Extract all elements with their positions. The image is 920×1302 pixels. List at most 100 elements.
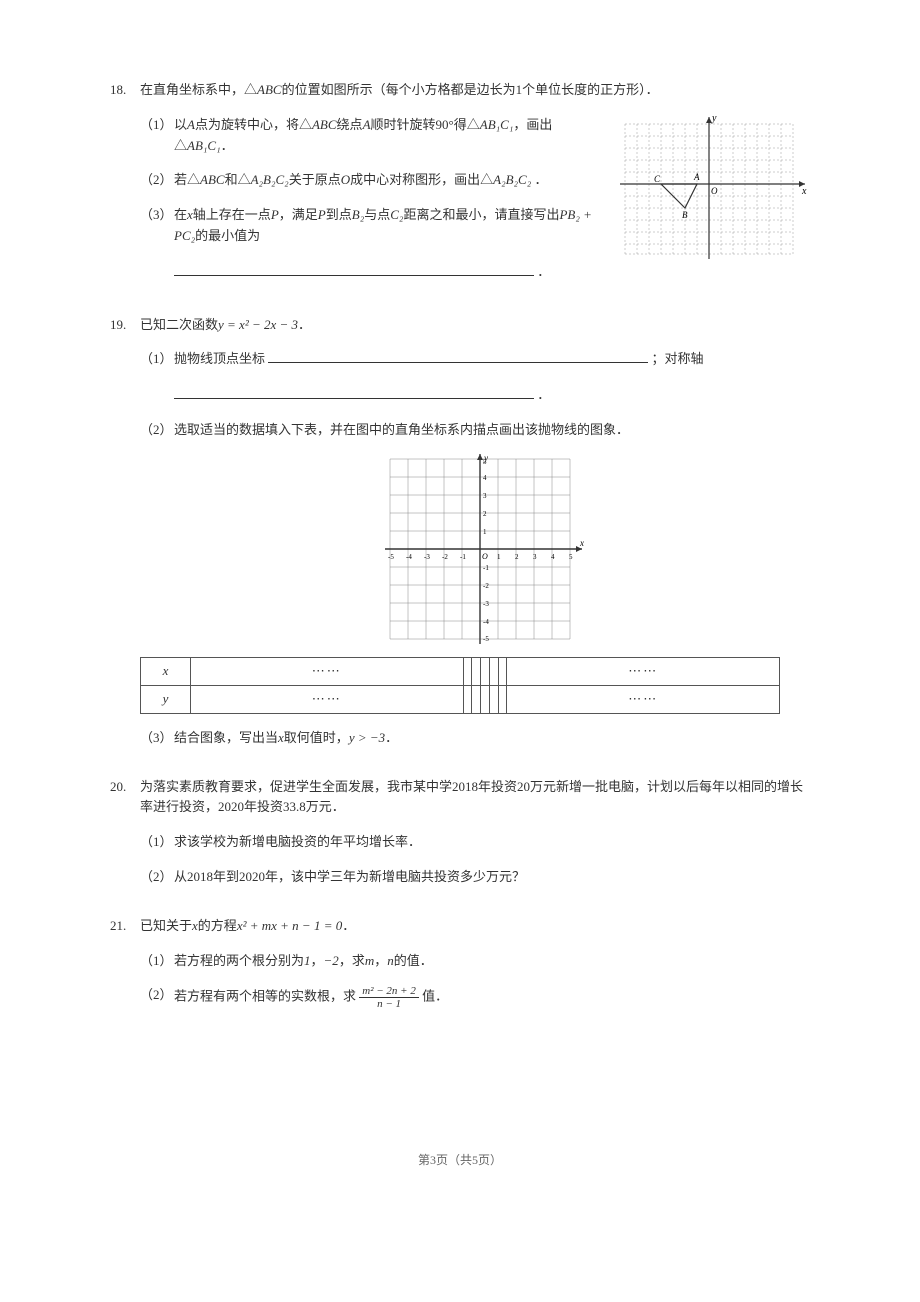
q21-sub1: （1） 若方程的两个根分别为1，−2，求m，n的值．	[140, 951, 810, 972]
q21-sub2: （2） 若方程有两个相等的实数根，求 m² − 2n + 2n − 1 值．	[140, 985, 810, 1010]
cell	[498, 685, 507, 713]
t: AB₁C₁	[480, 117, 514, 132]
svg-text:4: 4	[551, 553, 555, 561]
svg-text:B: B	[682, 210, 688, 220]
blank-line	[174, 263, 534, 276]
q19-header: 19. 已知二次函数y = x² − 2x − 3．	[110, 315, 810, 336]
svg-text:2: 2	[483, 510, 487, 518]
question-18: 18. 在直角坐标系中，△ABC的位置如图所示（每个小方格都是边长为1个单位长度…	[110, 80, 810, 287]
svg-text:3: 3	[483, 492, 487, 500]
t: 年投资	[478, 779, 517, 794]
t: 到点	[326, 207, 352, 222]
cell	[481, 657, 490, 685]
t: A	[363, 117, 371, 132]
q21n: 21.	[110, 916, 140, 937]
t: 点为旋转中心，将△	[195, 117, 312, 132]
question-20: 20. 为落实素质教育要求，促进学生全面发展，我市某中学2018年投资20万元新…	[110, 777, 810, 888]
q18-tm: 的位置如图所示（每个小方格都是边长为	[282, 82, 516, 97]
svg-text:-3: -3	[483, 600, 489, 608]
t: 成中心对称图形，画出△	[350, 172, 493, 187]
t: 20	[517, 779, 530, 794]
t: 抛物线顶点坐标	[174, 351, 265, 366]
svg-text:4: 4	[483, 474, 487, 482]
q19-table: x ⋯⋯ ⋯⋯ y ⋯⋯ ⋯⋯	[140, 657, 780, 714]
q20s2t: 从2018年到2020年，该中学三年为新增电脑共投资多少万元？	[174, 867, 810, 888]
t: ．	[385, 730, 398, 745]
cell: x	[141, 657, 191, 685]
q19s2n: （2）	[140, 420, 174, 441]
cell	[463, 657, 472, 685]
t: 和△	[225, 172, 251, 187]
svg-text:-4: -4	[406, 553, 412, 561]
cell	[472, 657, 481, 685]
cell	[489, 685, 498, 713]
cell	[489, 657, 498, 685]
cell: ⋯⋯	[507, 685, 780, 713]
q19-sub3: （3） 结合图象，写出当x取何值时，y > −3．	[140, 728, 810, 749]
table-row: x ⋯⋯ ⋯⋯	[141, 657, 780, 685]
question-21: 21. 已知关于x的方程x² + mx + n − 1 = 0． （1） 若方程…	[110, 916, 810, 1011]
t: ，求	[339, 953, 365, 968]
q20s1t: 求该学校为新增电脑投资的年平均增长率．	[174, 832, 810, 853]
q18-text: 在直角坐标系中，△ABC的位置如图所示（每个小方格都是边长为1个单位长度的正方形…	[140, 80, 810, 101]
t: 33.8	[283, 799, 306, 814]
t: 关于原点	[289, 172, 341, 187]
t: 的值．	[394, 953, 433, 968]
t: AB₁C₁	[187, 138, 221, 153]
t: ，	[374, 953, 387, 968]
q19t: 已知二次函数y = x² − 2x − 3．	[140, 315, 810, 336]
svg-text:1: 1	[483, 528, 487, 536]
q19n: 19.	[110, 315, 140, 336]
t: ．	[537, 387, 550, 402]
t: 从	[174, 869, 187, 884]
t: 得△	[454, 117, 480, 132]
svg-text:3: 3	[533, 553, 537, 561]
t: P	[271, 207, 279, 222]
t: A₂B₂C₂	[251, 172, 289, 187]
svg-text:-5: -5	[483, 635, 489, 643]
cell	[481, 685, 490, 713]
t: 已知二次函数	[140, 317, 218, 332]
svg-text:5: 5	[483, 458, 487, 466]
t: 若方程有两个相等的实数根，求	[174, 989, 359, 1004]
q19s3t: 结合图象，写出当x取何值时，y > −3．	[174, 728, 810, 749]
q19-sub2: （2） 选取适当的数据填入下表，并在图中的直角坐标系内描点画出该抛物线的图象．	[140, 420, 810, 441]
q20-header: 20. 为落实素质教育要求，促进学生全面发展，我市某中学2018年投资20万元新…	[110, 777, 810, 819]
page-footer: 第3页（共5页）	[110, 1151, 810, 1170]
svg-text:x: x	[801, 186, 807, 197]
fraction: m² − 2n + 2n − 1	[359, 985, 419, 1010]
t: 以	[174, 117, 187, 132]
q18-sub3: （3） 在x轴上存在一点P，满足P到点B₂与点C₂距离之和最小，请直接写出PB₂…	[140, 205, 600, 282]
svg-text:-5: -5	[388, 553, 394, 561]
t: 与点	[364, 207, 390, 222]
q18-tp: 在直角坐标系中，△	[140, 82, 257, 97]
svg-text:1: 1	[497, 553, 501, 561]
q20s2n: （2）	[140, 867, 174, 888]
q20-sub2: （2） 从2018年到2020年，该中学三年为新增电脑共投资多少万元？	[140, 867, 810, 888]
cell	[498, 657, 507, 685]
q21s1n: （1）	[140, 951, 174, 972]
t: 值．	[419, 989, 448, 1004]
t: 为落实素质教育要求，促进学生全面发展，我市某中学	[140, 779, 452, 794]
svg-text:y: y	[711, 113, 717, 124]
q18-tri: ABC	[257, 82, 282, 97]
q18-figure: y x A B C O	[610, 109, 810, 269]
t: ，满足	[279, 207, 318, 222]
cell	[472, 685, 481, 713]
q21f: x² + mx + n − 1 = 0	[237, 918, 342, 933]
svg-text:-1: -1	[483, 564, 489, 572]
t: 年投资	[244, 799, 283, 814]
t: 若方程的两个根分别为	[174, 953, 304, 968]
t: m	[365, 953, 374, 968]
table-row: y ⋯⋯ ⋯⋯	[141, 685, 780, 713]
svg-text:C: C	[654, 174, 661, 184]
t: 的方程	[198, 918, 237, 933]
t: 2020	[218, 799, 244, 814]
t: 顺时针旋转	[371, 117, 436, 132]
svg-text:-1: -1	[460, 553, 466, 561]
t: 取何值时，	[284, 730, 349, 745]
q18-num: 18.	[110, 80, 140, 101]
q21t: 已知关于x的方程x² + mx + n − 1 = 0．	[140, 916, 810, 937]
cell: y	[141, 685, 191, 713]
t: ．	[298, 317, 311, 332]
